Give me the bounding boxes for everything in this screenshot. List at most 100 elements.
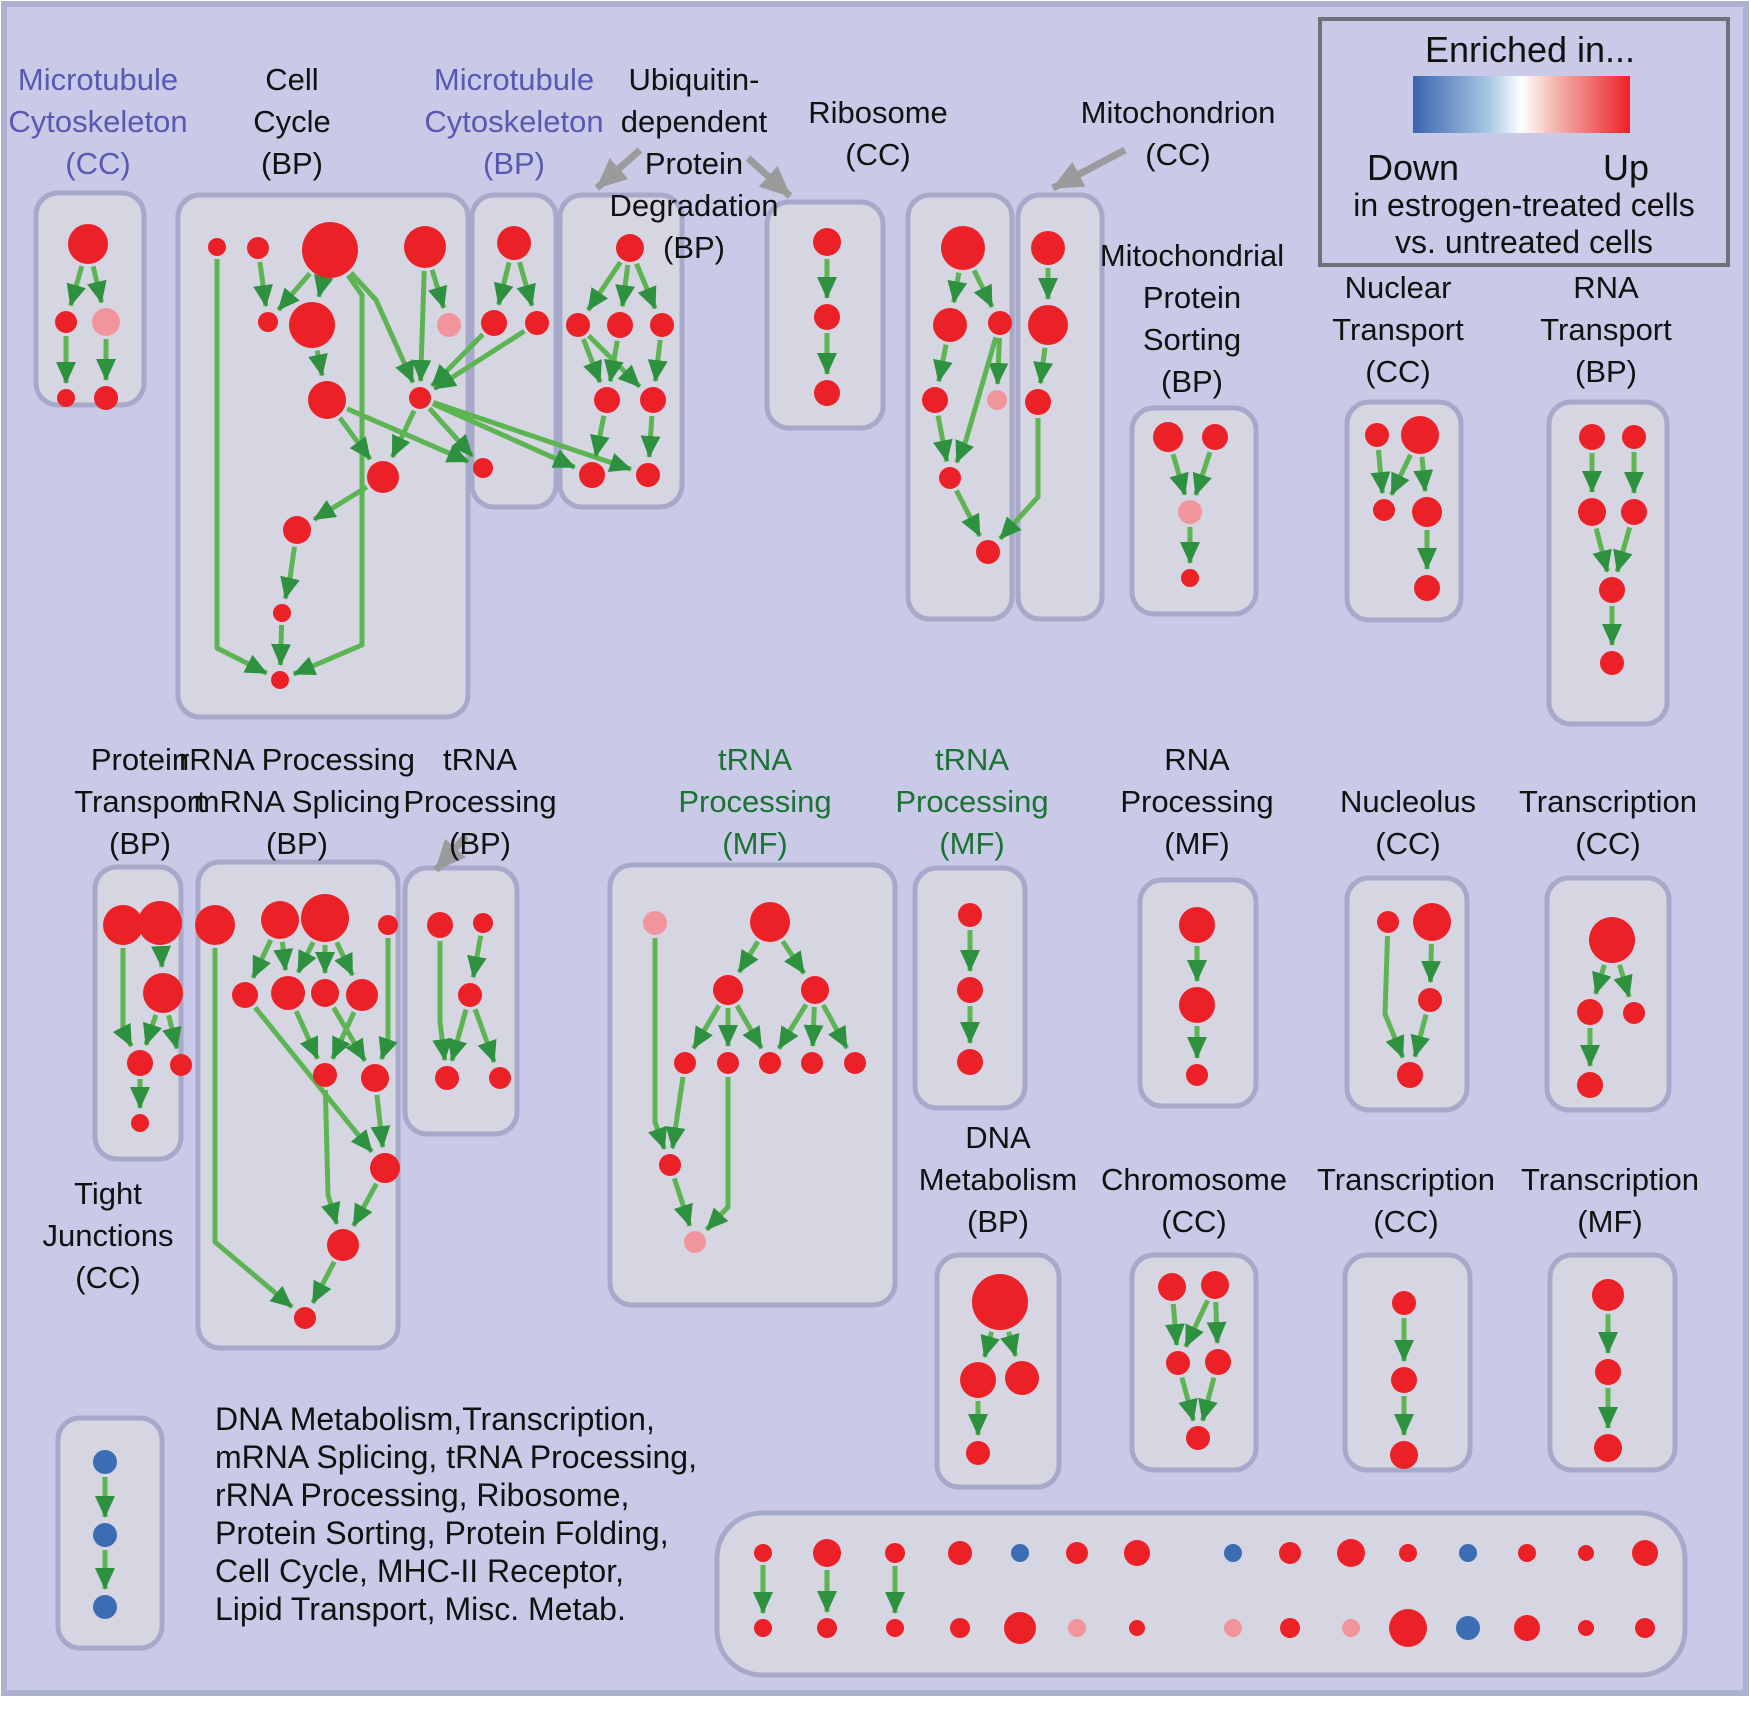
node-bt3-red xyxy=(885,1543,905,1563)
label-transcription-cc-2: Transcription (CC) xyxy=(1317,1162,1495,1239)
node-c1-red xyxy=(1158,1273,1186,1301)
edge-cc9-u8 xyxy=(432,400,632,472)
node-bb13-red xyxy=(1514,1615,1540,1641)
edge-cc2-cc5 xyxy=(253,261,273,308)
node-p3-red xyxy=(143,973,183,1013)
node-d4-red xyxy=(966,1441,990,1465)
edge-cc8-cc10 xyxy=(337,416,373,461)
node-bb7-red xyxy=(1129,1620,1145,1636)
edge-nl2-nl3 xyxy=(1421,943,1441,983)
edge-b1-b2 xyxy=(493,261,514,306)
edge-q8-q9 xyxy=(330,1011,357,1060)
node-b2-red xyxy=(481,310,507,336)
node-e4-red xyxy=(1577,1072,1603,1098)
edge-b3-cc9 xyxy=(432,328,526,391)
edge-cc8-b4 xyxy=(346,406,470,464)
edge-n2-n3 xyxy=(1389,453,1413,496)
node-h2-red xyxy=(957,977,983,1003)
label-microtubule-cytoskeleton-cc: Microtubule Cytoskeleton (CC) xyxy=(8,62,187,181)
edge-r1-r2 xyxy=(947,272,968,304)
node-p1-red xyxy=(103,905,143,945)
edge-w3-w5 xyxy=(472,1008,497,1063)
node-cc1-red xyxy=(208,238,226,256)
edge-b1-b3 xyxy=(516,261,536,307)
edge-u4-u6 xyxy=(647,339,668,383)
edge-m2-m3 xyxy=(1033,347,1054,385)
edge-q4-q10 xyxy=(378,938,398,1061)
node-w3-red xyxy=(458,983,482,1007)
node-u4-red xyxy=(650,313,674,337)
node-bt6-red xyxy=(1066,1542,1088,1564)
node-cc6-red xyxy=(289,302,335,348)
edge-w3-w4 xyxy=(447,1008,469,1062)
node-m3-red xyxy=(1025,389,1051,415)
node-bb12-blue xyxy=(1456,1616,1480,1640)
node-cc7-pink xyxy=(437,313,461,337)
node-cc8-red xyxy=(308,381,346,419)
node-bb14-red xyxy=(1578,1620,1594,1636)
node-cc2-red xyxy=(247,237,269,259)
edge-t3-t5 xyxy=(1592,527,1612,573)
node-c4-red xyxy=(1205,1349,1231,1375)
node-bb15-red xyxy=(1635,1618,1655,1638)
node-w4-red xyxy=(435,1066,459,1090)
edge-q11-q12 xyxy=(351,1182,379,1227)
edge-g1-g2 xyxy=(736,940,761,974)
label-mito-protein-sorting: Mitochondrial Protein Sorting (BP) xyxy=(1100,238,1284,399)
edge-g0-g9 xyxy=(648,938,667,1150)
edge-n1-n3 xyxy=(1370,449,1391,495)
enrichment-legend: Enriched in... Down Up in estrogen-treat… xyxy=(1318,17,1730,267)
edge-e1-e3 xyxy=(1613,964,1633,998)
node-c3-red xyxy=(1166,1351,1190,1375)
node-d1-red xyxy=(972,1274,1028,1330)
node-a1-red xyxy=(68,224,108,264)
node-bt10-red xyxy=(1337,1539,1365,1567)
edge-mp2-mp3 xyxy=(1192,451,1213,496)
node-q6-red xyxy=(271,976,305,1010)
label-tight-junctions: Tight Junctions (CC) xyxy=(43,1176,174,1295)
node-p4-red xyxy=(127,1050,153,1076)
node-n1-red xyxy=(1365,423,1389,447)
node-g7-red xyxy=(801,1052,823,1074)
node-u2-red xyxy=(566,313,590,337)
edge-m3-r7 xyxy=(998,418,1041,541)
node-u5-red xyxy=(594,387,620,413)
node-d2-red xyxy=(960,1362,996,1398)
edge-q2-q6 xyxy=(273,941,294,972)
node-bb3-red xyxy=(886,1619,904,1637)
edge-n2-n4 xyxy=(1413,456,1434,493)
node-r4-red xyxy=(922,387,948,413)
edge-q2-q5 xyxy=(250,938,273,979)
node-f2-red xyxy=(1391,1367,1417,1393)
group-box-rna-transport xyxy=(1546,399,1670,727)
edge-p1-p4 xyxy=(112,948,134,1048)
label-ubiquitin: Ubiquitin-dependent Protein Degradation (BP… xyxy=(610,62,779,265)
edge-q6-q9 xyxy=(293,1010,320,1060)
node-k2-red xyxy=(1179,987,1215,1023)
node-bt12-blue xyxy=(1459,1544,1477,1562)
node-cc4-red xyxy=(404,226,446,268)
node-j3-blue xyxy=(93,1595,117,1619)
node-y2-red xyxy=(1595,1359,1621,1385)
node-nl2-red xyxy=(1413,903,1451,941)
node-bt4-red xyxy=(948,1541,972,1565)
node-n4-red xyxy=(1412,497,1442,527)
edge-d1-d2 xyxy=(980,1331,1000,1358)
node-g3-red xyxy=(801,976,829,1004)
legend-subtitle-line1: in estrogen-treated cells xyxy=(1353,187,1695,223)
node-bb1-red xyxy=(754,1619,772,1637)
node-cc12-red xyxy=(273,604,291,622)
node-y3-red xyxy=(1594,1434,1622,1462)
edge-cc3-cc9 xyxy=(349,271,416,384)
node-v3-red xyxy=(814,380,840,406)
edge-q10-q11 xyxy=(370,1094,391,1149)
node-m2-red xyxy=(1028,305,1068,345)
group-box-misc-strip xyxy=(714,1510,1688,1678)
node-e3-red xyxy=(1623,1002,1645,1024)
node-r3-red xyxy=(988,311,1012,335)
edge-c2-c3 xyxy=(1183,1299,1210,1348)
node-g8-red xyxy=(844,1052,866,1074)
node-v2-red xyxy=(814,304,840,330)
edge-g1-g3 xyxy=(780,939,807,975)
